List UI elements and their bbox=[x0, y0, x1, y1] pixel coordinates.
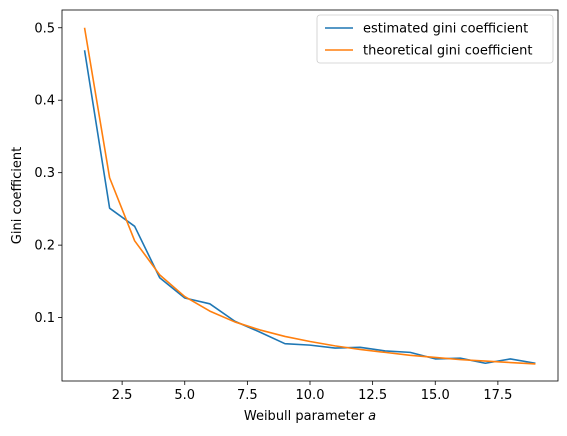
data-point-theoretical-gini-coefficient bbox=[485, 360, 487, 362]
x-tick-label: 17.5 bbox=[483, 388, 512, 403]
data-point-theoretical-gini-coefficient bbox=[109, 177, 111, 179]
data-point-theoretical-gini-coefficient bbox=[334, 345, 336, 347]
x-axis-label-text: Weibull parameter bbox=[244, 409, 368, 424]
data-point-theoretical-gini-coefficient bbox=[284, 336, 286, 338]
data-point-theoretical-gini-coefficient bbox=[434, 357, 436, 359]
legend-label: theoretical gini coefficient bbox=[363, 44, 533, 59]
legend: estimated gini coefficient theoretical gi… bbox=[316, 14, 554, 64]
data-point-theoretical-gini-coefficient bbox=[535, 363, 537, 365]
data-point-estimated-gini-coefficient bbox=[159, 277, 161, 279]
x-axis-ticks: 2.5 5.0 7.5 10.0 12.5 15.0 17.5 bbox=[112, 381, 512, 403]
data-point-theoretical-gini-coefficient bbox=[84, 27, 86, 29]
y-axis-ticks: 0.1 0.2 0.3 0.4 0.5 bbox=[34, 21, 62, 326]
y-tick-label: 0.5 bbox=[34, 21, 55, 36]
data-point-theoretical-gini-coefficient bbox=[259, 329, 261, 331]
data-point-estimated-gini-coefficient bbox=[309, 344, 311, 346]
data-point-estimated-gini-coefficient bbox=[359, 347, 361, 349]
data-point-estimated-gini-coefficient bbox=[510, 358, 512, 360]
data-point-theoretical-gini-coefficient bbox=[309, 341, 311, 343]
series-layer bbox=[83, 27, 537, 365]
data-point-estimated-gini-coefficient bbox=[109, 207, 111, 209]
series-line-theoretical-gini-coefficient bbox=[83, 27, 536, 365]
data-point-estimated-gini-coefficient bbox=[284, 343, 286, 345]
data-point-estimated-gini-coefficient bbox=[384, 350, 386, 352]
y-tick-label: 0.1 bbox=[34, 311, 55, 326]
x-tick-label: 7.5 bbox=[237, 388, 258, 403]
data-point-estimated-gini-coefficient bbox=[209, 303, 211, 305]
series-line-estimated-gini-coefficient bbox=[83, 50, 536, 365]
data-point-theoretical-gini-coefficient bbox=[460, 359, 462, 361]
data-point-estimated-gini-coefficient bbox=[485, 362, 487, 364]
y-axis-label: Gini coefficient bbox=[10, 147, 25, 244]
data-point-theoretical-gini-coefficient bbox=[209, 310, 211, 312]
data-point-estimated-gini-coefficient bbox=[434, 358, 436, 360]
legend-box bbox=[316, 14, 554, 64]
data-point-estimated-gini-coefficient bbox=[84, 49, 86, 51]
data-point-estimated-gini-coefficient bbox=[134, 225, 136, 227]
data-point-theoretical-gini-coefficient bbox=[184, 296, 186, 298]
data-point-theoretical-gini-coefficient bbox=[510, 362, 512, 364]
x-tick-label: 15.0 bbox=[421, 388, 450, 403]
x-tick-label: 5.0 bbox=[174, 388, 195, 403]
legend-label: estimated gini coefficient bbox=[363, 22, 528, 37]
y-tick-label: 0.3 bbox=[34, 166, 55, 181]
data-point-theoretical-gini-coefficient bbox=[359, 349, 361, 351]
y-tick-label: 0.4 bbox=[34, 94, 55, 109]
x-axis-label: Weibull parameter a bbox=[244, 409, 376, 424]
data-point-theoretical-gini-coefficient bbox=[409, 354, 411, 356]
x-tick-label: 12.5 bbox=[358, 388, 387, 403]
data-point-theoretical-gini-coefficient bbox=[234, 321, 236, 323]
data-point-theoretical-gini-coefficient bbox=[159, 274, 161, 276]
data-point-estimated-gini-coefficient bbox=[409, 352, 411, 354]
y-tick-label: 0.2 bbox=[34, 239, 55, 254]
x-tick-label: 2.5 bbox=[112, 388, 133, 403]
data-point-estimated-gini-coefficient bbox=[460, 357, 462, 359]
x-axis-label-math: a bbox=[368, 409, 376, 424]
data-point-theoretical-gini-coefficient bbox=[384, 352, 386, 354]
data-point-theoretical-gini-coefficient bbox=[134, 240, 136, 242]
x-tick-label: 10.0 bbox=[296, 388, 325, 403]
data-point-estimated-gini-coefficient bbox=[259, 331, 261, 333]
data-point-estimated-gini-coefficient bbox=[334, 347, 336, 349]
